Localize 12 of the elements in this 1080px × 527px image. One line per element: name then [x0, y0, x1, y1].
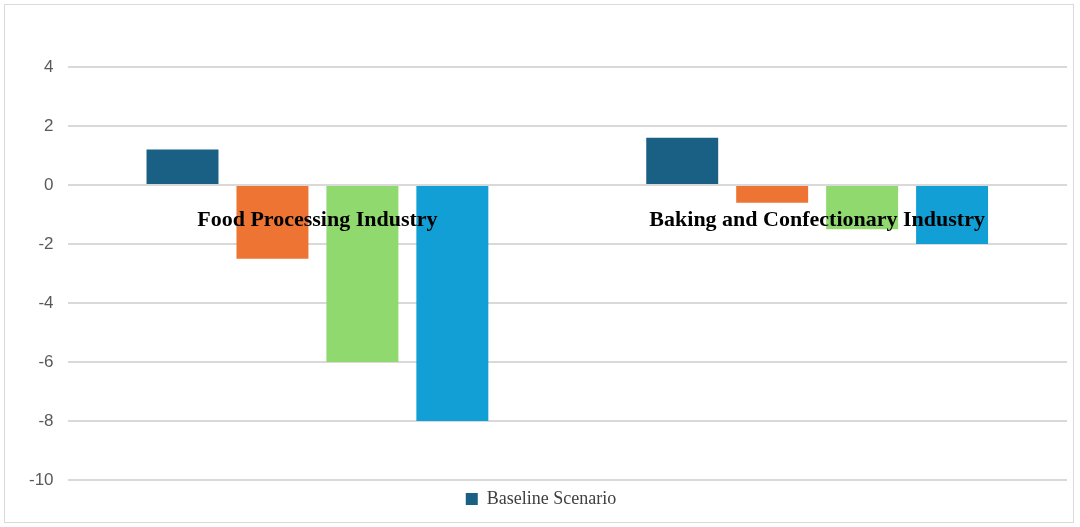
y-tick-label: 4: [44, 56, 54, 76]
bar: [146, 149, 219, 184]
legend-label: Baseline Scenario: [486, 487, 617, 508]
y-tick-label: 0: [44, 174, 54, 194]
bar: [736, 186, 809, 203]
y-tick-label: -2: [38, 233, 54, 253]
y-tick-label: -6: [38, 351, 54, 371]
y-tick-label: 2: [44, 115, 54, 135]
bar: [646, 137, 719, 184]
y-tick-label: -4: [38, 292, 54, 312]
y-tick-label: -10: [28, 469, 54, 489]
y-tick-label: -8: [38, 410, 54, 430]
